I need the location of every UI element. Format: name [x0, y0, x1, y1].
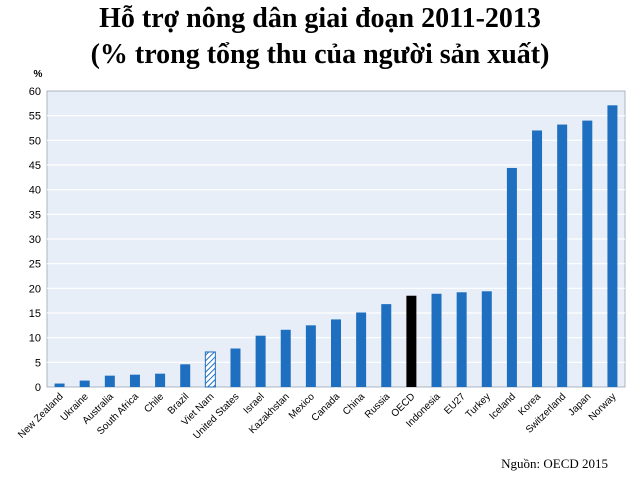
bar: [104, 375, 115, 387]
y-axis-label: %: [34, 69, 43, 80]
bar: [331, 319, 341, 387]
bar: [155, 373, 166, 387]
chart-title-line1: Hỗ trợ nông dân giai đoạn 2011-2013: [99, 3, 541, 34]
bar: [54, 383, 65, 387]
y-tick-label: 20: [29, 283, 41, 295]
y-tick-label: 0: [35, 382, 41, 394]
bars: [54, 105, 618, 388]
y-tick-label: 5: [35, 357, 41, 369]
y-tick-label: 55: [29, 111, 41, 123]
bar: [557, 124, 568, 388]
bar: [280, 329, 291, 387]
x-tick-label: Norway: [587, 391, 619, 423]
bar: [79, 380, 90, 387]
bar: [305, 325, 316, 387]
bar: [406, 295, 417, 387]
y-tick-label: 35: [29, 209, 41, 221]
bar: [230, 348, 241, 387]
y-tick-label: 45: [29, 160, 41, 172]
source-note: Nguồn: OECD 2015: [501, 456, 608, 471]
y-tick-label: 50: [29, 135, 41, 147]
bar: [456, 292, 467, 387]
x-tick-label: Iceland: [487, 391, 518, 422]
bar: [481, 291, 492, 387]
bar: [356, 312, 367, 387]
bar: [381, 304, 392, 387]
x-tick-label: Russia: [363, 391, 393, 421]
y-tick-label: 25: [29, 259, 41, 271]
bar: [582, 120, 593, 387]
y-tick-label: 10: [29, 333, 41, 345]
chart-title-line2: (% trong tổng thu của người sản xuất): [90, 39, 550, 70]
bar: [532, 130, 543, 387]
x-tick-label: Chile: [142, 391, 166, 415]
y-tick-label: 15: [29, 308, 41, 320]
bar: [607, 105, 618, 387]
bar: [180, 364, 191, 387]
bar: [431, 293, 442, 387]
bar: [204, 351, 216, 388]
bar: [506, 167, 517, 387]
y-tick-label: 30: [29, 234, 41, 246]
x-tick-label: Canada: [310, 391, 343, 424]
y-tick-label: 60: [29, 86, 41, 98]
y-tick-label: 40: [29, 185, 41, 197]
bar: [129, 374, 140, 387]
bar: [255, 335, 266, 387]
gridlines: [47, 115, 625, 363]
